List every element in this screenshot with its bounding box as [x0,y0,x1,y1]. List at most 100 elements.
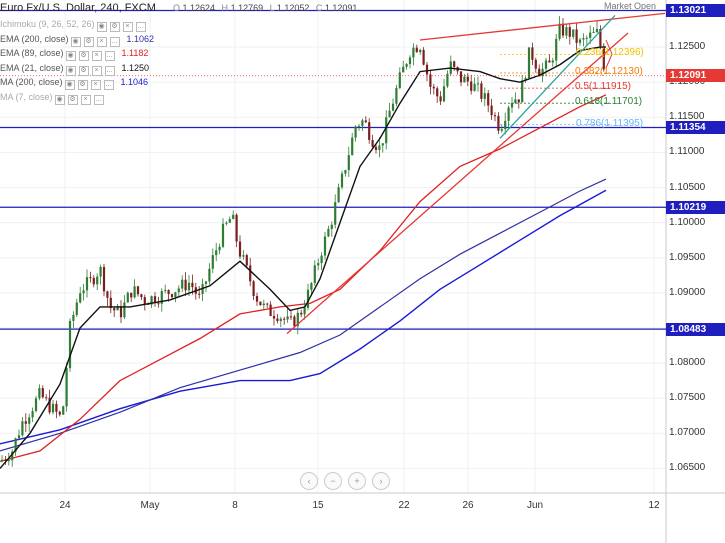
candle-body [218,246,221,251]
candle-body [140,294,143,298]
scroll-right-icon[interactable]: › [372,472,390,490]
candle-body [330,224,333,229]
price-tag: 1.12091 [666,69,725,83]
close-icon[interactable]: × [96,36,107,47]
candle-body [96,276,99,285]
candle-body [31,411,34,418]
ma200-line [0,189,607,445]
settings-icon[interactable]: ⚙ [109,22,120,32]
legend-row[interactable]: EMA (200, close) ◉ ⚙ ×… 1.1062 [0,32,154,47]
candle-body [99,266,102,277]
more-icon[interactable]: … [104,51,115,62]
ema21-line [0,46,606,469]
y-tick-label: 1.09000 [669,286,706,298]
candle-body [517,99,520,103]
candle-body [62,406,65,415]
settings-icon[interactable]: ⚙ [78,65,89,76]
candle-body [323,236,327,256]
settings-icon[interactable]: ⚙ [67,95,78,105]
candle-body [228,219,231,223]
candle-body [279,318,282,322]
legend-row[interactable]: MA (200, close) ◉ ⚙ ×… 1.1046 [0,75,149,91]
settings-icon[interactable]: ⚙ [83,36,94,47]
scroll-left-icon[interactable]: ‹ [300,472,318,490]
legend-row[interactable]: EMA (89, close) ◉ ⚙ ×… 1.1182 [0,46,148,62]
legend-value: 1.1046 [120,77,149,88]
legend-row[interactable]: EMA (21, close) ◉ ⚙ ×… 1.1250 [0,61,149,76]
legend-label: EMA (89, close) [0,48,64,59]
trend-line [419,12,666,41]
more-icon[interactable]: … [109,36,120,47]
close-icon[interactable]: × [122,22,133,32]
y-tick-label: 1.11500 [669,111,705,123]
candle-body [34,398,38,412]
candle-body [272,316,276,319]
more-icon[interactable]: … [104,65,115,76]
fib-label: 0.5(1.11915) [575,81,631,93]
trend-line [499,15,616,139]
candle-body [412,47,415,58]
settings-icon[interactable]: ⚙ [77,80,88,91]
candle-body [174,292,177,298]
candle-body [170,294,174,298]
close-icon[interactable]: × [90,80,101,91]
candle-body [157,303,160,305]
candle-body [361,120,364,126]
symbol-title[interactable]: Euro Fx/U.S. Dollar, 240, FXCM [0,2,156,14]
more-icon[interactable]: … [135,22,146,32]
candle-body [531,47,534,60]
close-icon[interactable]: × [80,95,91,105]
price-tag: 1.13021 [666,3,725,17]
eye-icon[interactable]: ◉ [70,36,81,47]
x-tick-label: 22 [398,500,410,511]
candle-body [419,49,422,53]
candle-body [344,170,347,174]
legend-row[interactable]: Ichimoku (9, 26, 52, 26) ◉ ⚙ ×… [0,17,147,32]
more-icon[interactable]: … [103,80,114,91]
candle-body [504,120,507,130]
candle-body [402,66,405,73]
candle-body [340,173,344,188]
ema89-line [0,94,607,463]
candle-body [51,403,55,413]
candle-body [425,64,429,75]
close-icon[interactable]: × [91,65,102,76]
zoom-in-icon[interactable]: + [348,472,366,490]
candle-body [259,301,262,306]
eye-icon[interactable]: ◉ [96,22,107,32]
legend-row[interactable]: MA (7, close) ◉ ⚙ ×… [0,90,105,105]
candle-body [208,268,211,282]
fib-label: 0.618(1.11701) [575,96,643,108]
candle-body [337,187,340,203]
candle-body [313,265,316,284]
candle-body [238,241,242,257]
zoom-out-icon[interactable]: − [324,472,342,490]
candle-body [102,266,106,292]
close-icon[interactable]: × [91,51,102,62]
candle-body [568,27,571,37]
candle-body [507,107,510,121]
candle-body [599,29,602,47]
candle-body [385,117,388,144]
candle-body [405,64,408,67]
candle-body [500,129,503,131]
x-tick-label: Jun [526,500,544,511]
candle-body [286,316,289,320]
eye-icon[interactable]: ◉ [64,80,75,91]
candle-body [11,451,14,461]
more-icon[interactable]: … [93,95,104,105]
candle-body [388,110,391,118]
low-value: 1.12052 [276,3,310,13]
x-tick-label: 12 [648,500,660,511]
eye-icon[interactable]: ◉ [65,65,76,76]
candle-body [235,214,238,242]
candle-body [480,83,483,99]
candle-body [296,312,299,327]
candle-body [575,29,578,43]
eye-icon[interactable]: ◉ [54,95,65,105]
candle-body [24,421,27,424]
eye-icon[interactable]: ◉ [65,51,76,62]
settings-icon[interactable]: ⚙ [78,51,89,62]
low-label: L [269,3,275,13]
